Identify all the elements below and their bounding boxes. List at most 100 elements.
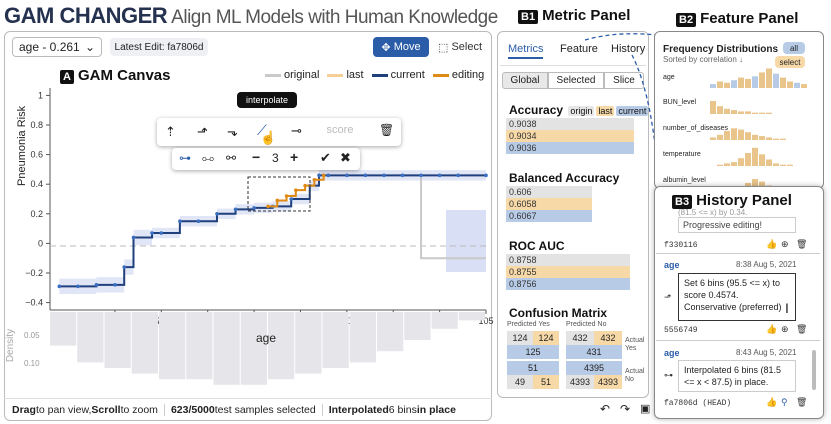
feature-hist-bar (724, 82, 730, 88)
density-bar (159, 312, 186, 380)
delete-icon[interactable]: 🗑 (796, 324, 808, 334)
select-button[interactable]: ⬚ Select (437, 41, 483, 54)
history-divider (656, 340, 820, 341)
scope-global[interactable]: Global (502, 72, 548, 89)
feature-hist-bar (745, 132, 751, 140)
feature-albumin[interactable]: albumin_level (663, 177, 706, 184)
feature-hist-bar (766, 159, 772, 166)
checkout-icon[interactable]: ⊕ (781, 239, 789, 249)
feature-hist-bar (724, 163, 730, 166)
chevron-down-icon: ⌄ (84, 40, 95, 54)
monotonic-icon[interactable]: ⬏ (197, 124, 208, 139)
selection-box[interactable] (247, 176, 311, 212)
density-bar (431, 312, 458, 329)
feature-hist-bar (731, 110, 737, 114)
current-point (159, 231, 164, 235)
history-top-note[interactable]: Progressive editing! (678, 217, 796, 233)
feature-hist-bar (773, 163, 779, 166)
tab-metrics[interactable]: Metrics (508, 43, 544, 59)
y-tick-label: −0.4 (25, 298, 43, 308)
step-icon[interactable]: ⚯ (226, 151, 237, 165)
decreasing-icon[interactable]: ⬎ (227, 124, 238, 139)
feature-select[interactable]: age - 0.261 ⌄ (12, 37, 102, 57)
cancel-icon[interactable]: ✖ (340, 150, 351, 165)
feature-hist-bar (738, 77, 744, 88)
feature-age[interactable]: age (663, 74, 675, 81)
density-histogram (50, 312, 485, 385)
history-item-id: fa7806d (HEAD) (664, 399, 732, 408)
filter-select[interactable]: select (775, 56, 805, 68)
inplace-icon[interactable]: ⊶ (179, 151, 191, 165)
feature-hist-bar (745, 182, 751, 188)
balanced-current: 0.6067 (506, 210, 592, 222)
history-panel-heading: B3 History Panel (672, 192, 792, 209)
feature-hist-bar (724, 130, 730, 140)
freq-sort[interactable]: Sorted by correlation ↓ (663, 55, 744, 64)
feature-temperature[interactable]: temperature (663, 151, 701, 158)
current-point (57, 284, 62, 289)
edit-toolbar: ⇡ ⬏ ⬎ ⟋ ☝ ⊸ score 🗑 (157, 118, 401, 146)
scope-slice[interactable]: Slice (604, 72, 644, 89)
location-icon[interactable]: ⚲ (781, 397, 788, 407)
history-item-note[interactable]: Set 6 bins (95.5 <= x) to score 0.4574. … (678, 273, 796, 321)
increasing-icon[interactable]: ⇡ (165, 124, 176, 139)
history-scrollbar[interactable] (812, 350, 816, 390)
balanced-origin: 0.606 (506, 186, 592, 198)
tab-feature[interactable]: Feature (560, 43, 598, 55)
feature-bun[interactable]: BUN_level (663, 99, 697, 106)
filter-all[interactable]: all (783, 42, 805, 54)
history-item-date: 8:43 Aug 5, 2021 (736, 348, 797, 357)
accuracy-origin: 0.9038 (506, 118, 634, 130)
y-tick-label: 0.8 (30, 120, 43, 130)
editing-point (303, 183, 307, 188)
cm-tp-last: 124 (533, 331, 559, 345)
balanced-last: 0.6058 (506, 198, 592, 210)
move-button[interactable]: ✥ Move (373, 37, 429, 57)
current-point (252, 206, 256, 210)
y-tick-label: 0.6 (30, 150, 43, 160)
increment-button[interactable]: + (290, 149, 299, 165)
edit-type-icon: ⬏ (664, 292, 672, 302)
density-bar (404, 312, 431, 340)
current-point (345, 173, 349, 178)
confidence-band-tail (446, 210, 486, 272)
feature-hist-bar (780, 138, 786, 140)
gam-chart[interactable]: 10.80.60.40.20−0.2−0.4 65707580859095100… (0, 0, 495, 424)
decrement-button[interactable]: − (252, 149, 261, 165)
current-point (317, 173, 321, 178)
cm-fp-current: 51 (507, 361, 559, 375)
density-bar (240, 312, 267, 385)
scope-selected[interactable]: Selected (548, 72, 604, 89)
thumb-icon[interactable]: 👍 (766, 324, 778, 334)
score-input[interactable]: score (326, 124, 354, 136)
interpolate-icon[interactable]: ⟋ (257, 122, 267, 138)
delete-icon[interactable]: 🗑 (379, 123, 395, 137)
feature-num-diseases[interactable]: number_of_diseases (663, 125, 728, 132)
regression-icon[interactable]: ⧟ (202, 151, 215, 165)
feature-hist-bar (710, 137, 716, 140)
feature-hist-bar (710, 101, 716, 114)
confirm-icon[interactable]: ✔ (320, 150, 331, 165)
latest-edit-badge: Latest Edit: fa7806d (110, 38, 208, 56)
thumb-icon[interactable]: 👍 (766, 239, 778, 249)
delete-icon[interactable]: 🗑 (796, 397, 808, 407)
thumb-icon[interactable]: 👍 (766, 397, 778, 407)
cm-fp-last: 51 (533, 375, 559, 389)
feature-hist-bar (717, 81, 723, 88)
feature-hist-bar (710, 84, 716, 88)
redo-icon[interactable]: ↷ (620, 402, 631, 416)
cm-fn-origin: 432 (566, 331, 594, 345)
tab-history[interactable]: History (611, 43, 646, 55)
current-point (400, 173, 405, 178)
current-point (437, 173, 442, 178)
history-item-note[interactable]: Interpolated 6 bins (81.5 <= x < 87.5) i… (678, 360, 796, 392)
current-point (233, 207, 238, 212)
feature-hist-bar (773, 73, 779, 88)
current-point (289, 197, 293, 201)
step-value[interactable]: 3 (272, 151, 279, 165)
undo-icon[interactable]: ↶ (600, 402, 611, 416)
checkout-icon[interactable]: ⊕ (781, 324, 789, 334)
delete-icon[interactable]: 🗑 (796, 239, 808, 249)
align-icon[interactable]: ⊸ (291, 123, 302, 138)
save-icon[interactable]: ▣ (640, 403, 651, 415)
